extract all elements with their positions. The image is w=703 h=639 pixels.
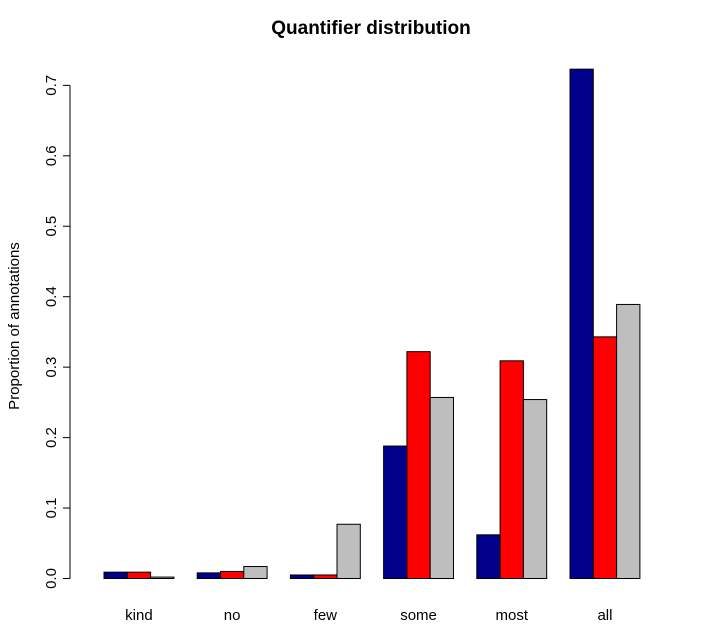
bar-kind-3 <box>150 576 175 580</box>
chart-title: Quantifier distribution <box>271 18 471 39</box>
x-tick-label: no <box>224 607 241 624</box>
bar-kind-1 <box>103 571 128 579</box>
bar-few-3 <box>336 523 361 579</box>
bar-some-3 <box>429 396 455 580</box>
y-tick-label: 0.7 <box>43 75 60 96</box>
x-tick-label: some <box>400 607 437 624</box>
y-tick-label: 0.6 <box>43 145 60 166</box>
bar-no-1 <box>196 572 221 580</box>
bar-no-2 <box>220 570 245 580</box>
y-tick-label: 0.5 <box>43 216 60 237</box>
y-tick-label: 0.3 <box>43 357 60 378</box>
x-tick-label: few <box>314 607 338 624</box>
bar-most-1 <box>476 534 501 579</box>
x-tick-label: kind <box>125 607 153 624</box>
bar-some-1 <box>383 445 408 579</box>
y-axis: 0.0 0.1 0.2 0.3 0.4 0.5 0.6 0.7 <box>43 75 71 589</box>
bar-all-3 <box>616 303 641 579</box>
bar-no-3 <box>243 566 268 579</box>
bars <box>103 68 641 580</box>
y-tick-label: 0.1 <box>43 498 60 519</box>
bar-all-1 <box>569 68 594 579</box>
y-axis-label: Proportion of annotations <box>6 242 23 410</box>
y-tick-label: 0.0 <box>43 568 60 589</box>
bar-some-2 <box>406 351 431 579</box>
bar-few-2 <box>313 574 338 579</box>
bar-most-2 <box>499 360 524 580</box>
bar-few-1 <box>289 574 315 579</box>
y-tick-label: 0.4 <box>43 286 60 307</box>
bar-most-3 <box>522 399 548 579</box>
x-tick-label: most <box>495 607 528 624</box>
y-tick-label: 0.2 <box>43 427 60 448</box>
x-tick-label: all <box>597 607 612 624</box>
bar-all-2 <box>592 336 618 579</box>
bar-kind-2 <box>126 571 152 579</box>
x-tick-labels: kind no few some most all <box>125 607 612 624</box>
